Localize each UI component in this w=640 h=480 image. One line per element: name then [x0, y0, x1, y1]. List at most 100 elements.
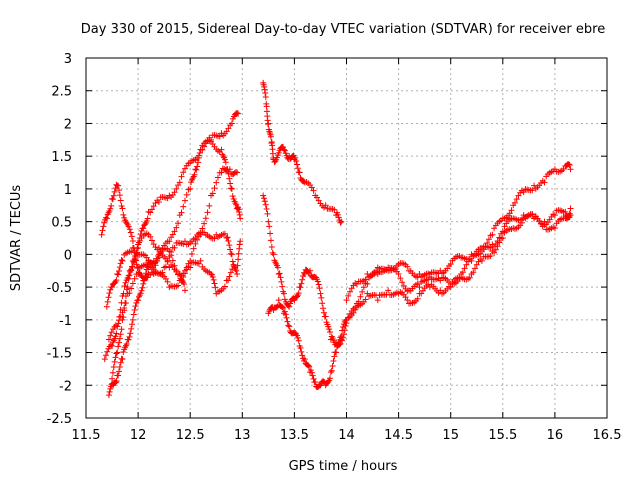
data-point: [166, 238, 173, 245]
x-tick-label: 14: [338, 428, 355, 443]
data-point: [183, 191, 190, 198]
data-point: [120, 211, 127, 218]
data-point: [267, 237, 274, 244]
data-point: [192, 235, 199, 241]
data-point: [125, 223, 132, 230]
data-point: [425, 270, 432, 277]
data-point: [340, 323, 347, 330]
data-point: [499, 235, 506, 241]
data-point: [211, 235, 218, 242]
data-point: [317, 290, 324, 297]
data-point: [260, 192, 267, 199]
data-point: [541, 179, 548, 186]
data-point: [294, 293, 301, 300]
data-point: [142, 274, 149, 281]
data-point: [341, 327, 348, 334]
data-point: [277, 274, 284, 281]
data-point: [145, 264, 152, 271]
data-point: [228, 250, 235, 257]
data-point: [129, 263, 136, 270]
data-point: [337, 219, 344, 226]
data-point: [360, 284, 367, 291]
y-tick-label: -0.5: [47, 281, 72, 296]
data-point: [115, 368, 122, 375]
data-point: [511, 199, 518, 206]
data-point: [297, 284, 304, 291]
data-point: [362, 276, 369, 283]
data-point: [109, 343, 116, 349]
data-point: [116, 192, 123, 199]
data-point: [326, 326, 333, 333]
data-point: [150, 203, 157, 210]
data-point: [162, 263, 169, 270]
data-point: [262, 93, 269, 100]
data-point: [112, 333, 119, 340]
data-point: [301, 271, 308, 277]
data-point: [176, 179, 183, 186]
data-point: [463, 261, 470, 268]
data-point: [299, 276, 306, 283]
data-point: [125, 336, 132, 343]
data-point: [116, 264, 123, 271]
data-point: [397, 275, 404, 282]
data-point: [116, 364, 123, 371]
data-point: [127, 330, 134, 337]
data-point: [278, 278, 285, 285]
x-axis-label: GPS time / hours: [289, 459, 398, 474]
data-point: [221, 156, 228, 163]
y-tick-label: -2.5: [47, 412, 72, 427]
data-point: [113, 378, 120, 385]
data-point: [472, 265, 479, 272]
data-point: [328, 367, 335, 374]
data-point: [117, 359, 124, 366]
data-point: [126, 272, 133, 279]
data-point: [364, 280, 371, 287]
data-point: [113, 350, 120, 357]
data-point: [309, 372, 316, 379]
data-point: [234, 169, 241, 176]
data-point: [274, 154, 281, 161]
data-point: [173, 185, 180, 192]
data-point: [236, 209, 243, 216]
data-point: [473, 261, 480, 268]
data-point: [129, 244, 136, 251]
data-point: [280, 144, 287, 151]
data-point: [227, 180, 234, 187]
data-point: [109, 284, 116, 291]
data-point: [551, 225, 558, 232]
data-point: [310, 187, 317, 194]
data-point: [300, 269, 307, 276]
data-point: [112, 322, 119, 329]
data-point: [209, 274, 216, 281]
data-point: [339, 337, 346, 344]
data-point: [281, 296, 288, 303]
data-point: [237, 215, 244, 222]
data-point: [111, 358, 118, 365]
data-point: [144, 263, 151, 270]
data-point: [320, 305, 327, 312]
data-point: [306, 363, 313, 370]
data-point: [122, 300, 129, 307]
data-point: [416, 284, 423, 291]
y-tick-label: 0.5: [51, 216, 72, 231]
data-point: [281, 308, 288, 315]
data-point: [131, 275, 138, 282]
data-point: [529, 187, 536, 194]
data-point: [296, 169, 303, 176]
data-point: [343, 297, 350, 304]
data-point: [112, 354, 119, 361]
data-point: [395, 271, 402, 277]
data-point: [228, 251, 235, 258]
data-point: [230, 262, 237, 269]
data-point: [227, 269, 234, 276]
data-point: [112, 379, 119, 386]
data-point: [171, 189, 178, 196]
x-axis-ticks: 11.5 12 12.5 13 13.5 14 14.5 15 15.5 16 16.5: [72, 58, 621, 443]
data-point: [211, 185, 218, 192]
data-point: [286, 323, 293, 330]
data-point: [300, 178, 307, 185]
data-point: [279, 304, 286, 311]
data-point: [181, 287, 188, 294]
data-point: [140, 225, 147, 232]
data-point: [336, 341, 343, 348]
